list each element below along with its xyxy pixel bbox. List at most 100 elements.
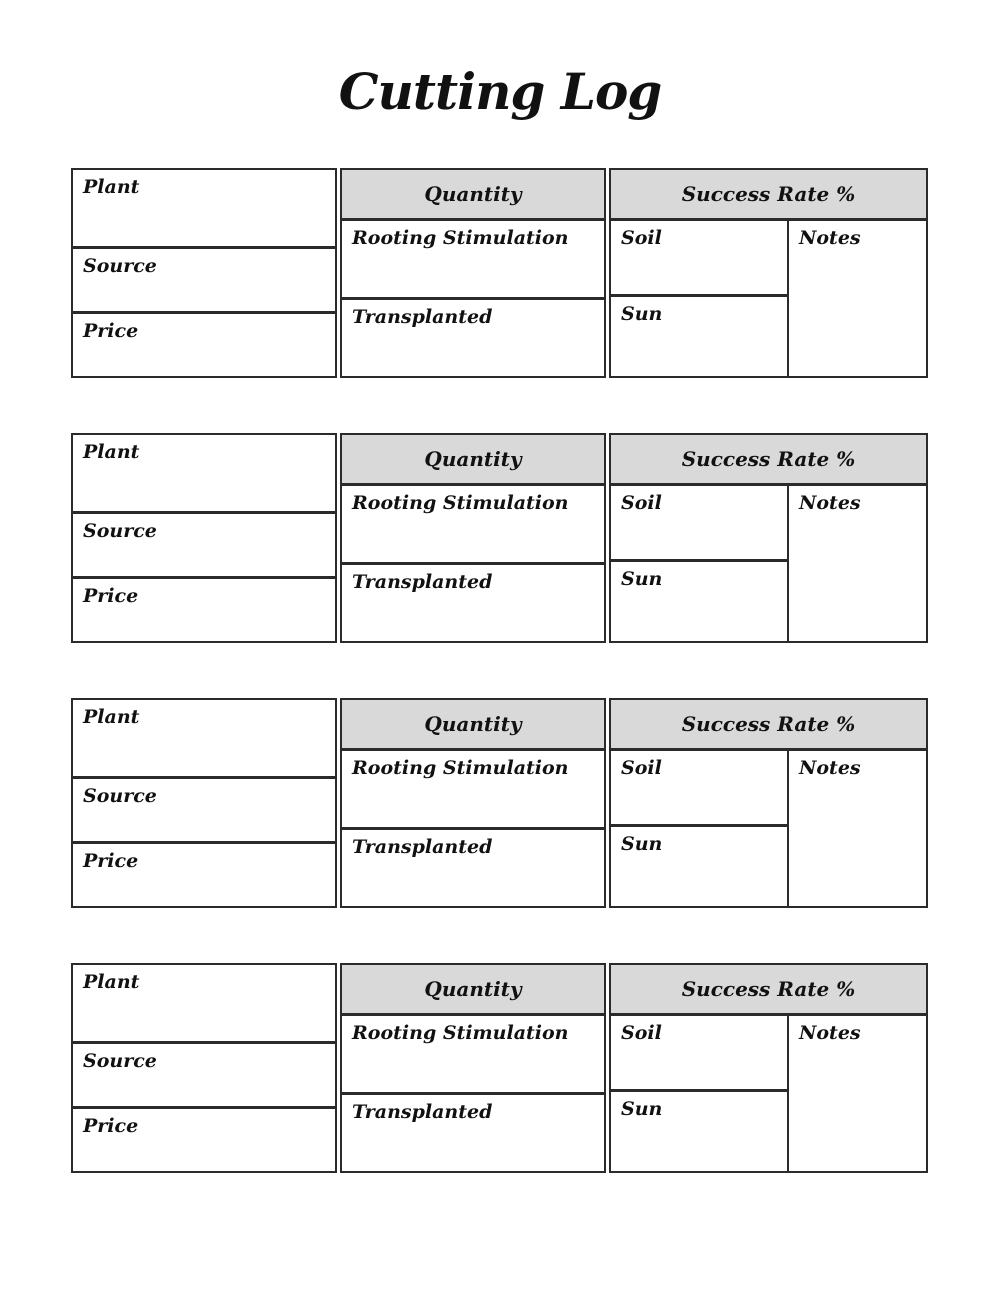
source-field[interactable]: Source xyxy=(73,1041,335,1106)
soil-field[interactable]: Soil xyxy=(611,751,787,827)
price-label: Price xyxy=(83,1115,139,1137)
transplanted-label: Transplanted xyxy=(352,836,493,858)
sun-field[interactable]: Sun xyxy=(611,1092,787,1171)
success-rate-column: Success Rate % Soil Sun Notes xyxy=(609,168,928,378)
transplanted-label: Transplanted xyxy=(352,571,493,593)
soil-field[interactable]: Soil xyxy=(611,221,787,297)
soil-sun-subcolumn: Soil Sun xyxy=(611,751,789,906)
rooting-stimulation-label: Rooting Stimulation xyxy=(352,1022,569,1044)
transplanted-field[interactable]: Transplanted xyxy=(342,565,604,641)
quantity-header-label: Quantity xyxy=(424,712,522,736)
quantity-header-label: Quantity xyxy=(424,182,522,206)
sun-label: Sun xyxy=(621,303,663,325)
quantity-header: Quantity xyxy=(342,700,604,751)
source-field[interactable]: Source xyxy=(73,511,335,576)
transplanted-label: Transplanted xyxy=(352,306,493,328)
transplanted-field[interactable]: Transplanted xyxy=(342,1095,604,1171)
price-label: Price xyxy=(83,320,139,342)
quantity-column: Quantity Rooting Stimulation Transplante… xyxy=(340,963,606,1173)
source-field[interactable]: Source xyxy=(73,246,335,311)
success-rate-column: Success Rate % Soil Sun Notes xyxy=(609,698,928,908)
cutting-log-entry-table: Plant Source Price Quantity Rooting Stim… xyxy=(71,168,928,378)
plant-label: Plant xyxy=(83,971,140,993)
source-label: Source xyxy=(83,255,157,277)
notes-label: Notes xyxy=(799,1022,861,1044)
transplanted-field[interactable]: Transplanted xyxy=(342,300,604,376)
sun-label: Sun xyxy=(621,568,663,590)
quantity-column: Quantity Rooting Stimulation Transplante… xyxy=(340,698,606,908)
quantity-header: Quantity xyxy=(342,170,604,221)
quantity-column: Quantity Rooting Stimulation Transplante… xyxy=(340,433,606,643)
rooting-stimulation-label: Rooting Stimulation xyxy=(352,227,569,249)
sun-field[interactable]: Sun xyxy=(611,297,787,376)
success-rate-body: Soil Sun Notes xyxy=(611,221,926,376)
page-title: Cutting Log xyxy=(338,62,663,121)
cutting-log-entry-table: Plant Source Price Quantity Rooting Stim… xyxy=(71,698,928,908)
rooting-stimulation-field[interactable]: Rooting Stimulation xyxy=(342,221,604,300)
price-field[interactable]: Price xyxy=(73,311,335,376)
price-field[interactable]: Price xyxy=(73,1106,335,1171)
sun-field[interactable]: Sun xyxy=(611,562,787,641)
plant-field[interactable]: Plant xyxy=(73,435,335,511)
soil-field[interactable]: Soil xyxy=(611,486,787,562)
success-rate-column: Success Rate % Soil Sun Notes xyxy=(609,433,928,643)
source-label: Source xyxy=(83,1050,157,1072)
soil-field[interactable]: Soil xyxy=(611,1016,787,1092)
notes-field[interactable]: Notes xyxy=(789,221,926,376)
price-field[interactable]: Price xyxy=(73,576,335,641)
success-rate-header-label: Success Rate % xyxy=(681,977,856,1001)
price-label: Price xyxy=(83,850,139,872)
success-rate-body: Soil Sun Notes xyxy=(611,486,926,641)
soil-label: Soil xyxy=(621,227,662,249)
source-label: Source xyxy=(83,520,157,542)
plant-label: Plant xyxy=(83,441,140,463)
success-rate-header: Success Rate % xyxy=(611,700,926,751)
quantity-header-label: Quantity xyxy=(424,977,522,1001)
transplanted-label: Transplanted xyxy=(352,1101,493,1123)
notes-field[interactable]: Notes xyxy=(789,751,926,906)
log-entry-blocks: Plant Source Price Quantity Rooting Stim… xyxy=(71,168,928,1173)
quantity-header: Quantity xyxy=(342,435,604,486)
success-rate-body: Soil Sun Notes xyxy=(611,1016,926,1171)
price-label: Price xyxy=(83,585,139,607)
sun-field[interactable]: Sun xyxy=(611,827,787,906)
soil-label: Soil xyxy=(621,1022,662,1044)
plant-label: Plant xyxy=(83,176,140,198)
plant-info-column: Plant Source Price xyxy=(71,963,337,1173)
success-rate-column: Success Rate % Soil Sun Notes xyxy=(609,963,928,1173)
price-field[interactable]: Price xyxy=(73,841,335,906)
source-label: Source xyxy=(83,785,157,807)
notes-label: Notes xyxy=(799,227,861,249)
success-rate-header: Success Rate % xyxy=(611,170,926,221)
plant-info-column: Plant Source Price xyxy=(71,698,337,908)
plant-info-column: Plant Source Price xyxy=(71,168,337,378)
soil-sun-subcolumn: Soil Sun xyxy=(611,221,789,376)
cutting-log-entry-table: Plant Source Price Quantity Rooting Stim… xyxy=(71,433,928,643)
quantity-column: Quantity Rooting Stimulation Transplante… xyxy=(340,168,606,378)
sun-label: Sun xyxy=(621,1098,663,1120)
notes-field[interactable]: Notes xyxy=(789,1016,926,1171)
rooting-stimulation-label: Rooting Stimulation xyxy=(352,757,569,779)
success-rate-header-label: Success Rate % xyxy=(681,182,856,206)
plant-field[interactable]: Plant xyxy=(73,170,335,246)
rooting-stimulation-field[interactable]: Rooting Stimulation xyxy=(342,486,604,565)
success-rate-header-label: Success Rate % xyxy=(681,712,856,736)
success-rate-body: Soil Sun Notes xyxy=(611,751,926,906)
plant-field[interactable]: Plant xyxy=(73,700,335,776)
success-rate-header: Success Rate % xyxy=(611,435,926,486)
rooting-stimulation-field[interactable]: Rooting Stimulation xyxy=(342,751,604,830)
source-field[interactable]: Source xyxy=(73,776,335,841)
plant-field[interactable]: Plant xyxy=(73,965,335,1041)
notes-field[interactable]: Notes xyxy=(789,486,926,641)
quantity-header-label: Quantity xyxy=(424,447,522,471)
soil-label: Soil xyxy=(621,757,662,779)
success-rate-header: Success Rate % xyxy=(611,965,926,1016)
quantity-header: Quantity xyxy=(342,965,604,1016)
plant-label: Plant xyxy=(83,706,140,728)
rooting-stimulation-field[interactable]: Rooting Stimulation xyxy=(342,1016,604,1095)
cutting-log-entry-table: Plant Source Price Quantity Rooting Stim… xyxy=(71,963,928,1173)
rooting-stimulation-label: Rooting Stimulation xyxy=(352,492,569,514)
transplanted-field[interactable]: Transplanted xyxy=(342,830,604,906)
soil-sun-subcolumn: Soil Sun xyxy=(611,486,789,641)
